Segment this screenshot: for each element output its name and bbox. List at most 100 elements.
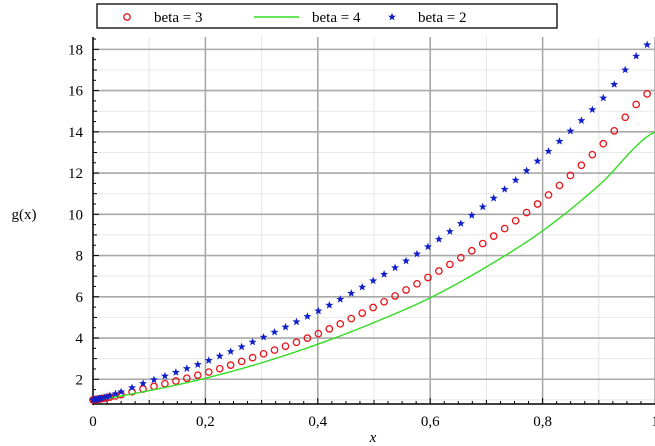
data-point <box>534 157 542 165</box>
data-point <box>436 268 442 274</box>
y-tick-label: 4 <box>76 331 84 347</box>
data-point <box>414 281 420 287</box>
data-point <box>161 372 169 380</box>
data-point <box>643 41 651 49</box>
data-point <box>347 289 355 297</box>
y-tick-label: 6 <box>76 290 84 306</box>
data-point <box>293 339 299 345</box>
data-point <box>512 218 518 224</box>
data-point <box>545 147 553 155</box>
x-axis-label: x <box>369 430 377 446</box>
data-point <box>282 343 288 349</box>
y-tick-label: 14 <box>68 125 84 141</box>
x-tick-label: 0,4 <box>308 414 327 430</box>
data-point <box>391 264 399 272</box>
grid <box>93 37 655 404</box>
x-tick-label: 0 <box>89 414 97 430</box>
y-tick-label: 8 <box>76 249 84 265</box>
plot-area <box>89 41 655 404</box>
data-point <box>194 360 202 368</box>
data-point <box>227 347 235 355</box>
data-point <box>556 182 562 188</box>
data-point <box>534 201 540 207</box>
data-point <box>512 176 520 184</box>
data-point <box>227 362 233 368</box>
data-point <box>621 66 629 74</box>
data-point <box>403 287 409 293</box>
y-tick-label: 12 <box>68 166 83 182</box>
data-point <box>501 185 509 193</box>
data-point <box>303 312 311 320</box>
data-point <box>491 233 497 239</box>
data-point <box>490 194 498 202</box>
data-point <box>622 114 628 120</box>
data-point <box>392 293 398 299</box>
data-point <box>217 365 223 371</box>
data-point <box>479 203 487 211</box>
data-point <box>577 116 585 124</box>
data-point <box>337 321 343 327</box>
data-point <box>281 323 289 331</box>
x-tick-label: 0,8 <box>533 414 552 430</box>
data-point <box>271 328 279 336</box>
data-point <box>381 299 387 305</box>
data-point <box>480 240 486 246</box>
data-point <box>599 94 607 102</box>
y-tick-label: 2 <box>76 372 84 388</box>
legend-label: beta = 4 <box>312 10 361 26</box>
y-tick-label: 10 <box>68 207 83 223</box>
data-point <box>370 304 376 310</box>
y-tick-label: 18 <box>68 42 83 58</box>
series-beta-3 <box>90 91 651 403</box>
data-point <box>150 376 158 384</box>
data-point <box>172 368 180 376</box>
data-point <box>206 369 212 375</box>
data-point <box>249 338 257 346</box>
data-point <box>545 192 551 198</box>
data-point <box>446 227 454 235</box>
data-point <box>555 137 563 145</box>
data-point <box>468 211 476 219</box>
data-point <box>469 248 475 254</box>
data-point <box>611 128 617 134</box>
legend-label: beta = 2 <box>418 10 466 26</box>
data-point <box>260 333 268 341</box>
series-beta-2 <box>89 41 651 404</box>
data-point <box>358 283 366 291</box>
data-point <box>292 318 300 326</box>
tick-labels: 2 4 6 8 10 12 14 16 18 0 0,2 0,4 0,6 0,8 1 <box>68 42 655 430</box>
data-point <box>271 347 277 353</box>
data-point <box>588 105 596 113</box>
legend-label: beta = 3 <box>154 10 202 26</box>
data-point <box>457 219 465 227</box>
y-tick-label: 16 <box>68 84 84 100</box>
data-point <box>402 257 410 265</box>
data-point <box>325 301 333 309</box>
y-axis-label: g(x) <box>12 207 37 223</box>
data-point <box>644 91 650 97</box>
data-point <box>359 310 365 316</box>
data-point <box>195 372 201 378</box>
data-point <box>435 235 443 243</box>
data-point <box>447 261 453 267</box>
data-point <box>326 326 332 332</box>
data-point <box>632 52 640 60</box>
x-tick-label: 0,6 <box>421 414 440 430</box>
data-point <box>184 375 190 381</box>
data-point <box>249 354 255 360</box>
data-point <box>162 381 168 387</box>
data-point <box>238 358 244 364</box>
data-point <box>578 162 584 168</box>
legend: beta = 3 beta = 4 beta = 2 <box>97 4 557 28</box>
x-tick-label: 0,2 <box>196 414 215 430</box>
data-point <box>183 364 191 372</box>
data-point <box>369 277 377 285</box>
data-point <box>610 80 618 88</box>
data-point <box>600 140 606 146</box>
data-point <box>566 127 574 135</box>
data-point <box>348 315 354 321</box>
data-point <box>633 101 639 107</box>
x-tick-label: 1 <box>651 414 655 430</box>
data-point <box>501 225 507 231</box>
